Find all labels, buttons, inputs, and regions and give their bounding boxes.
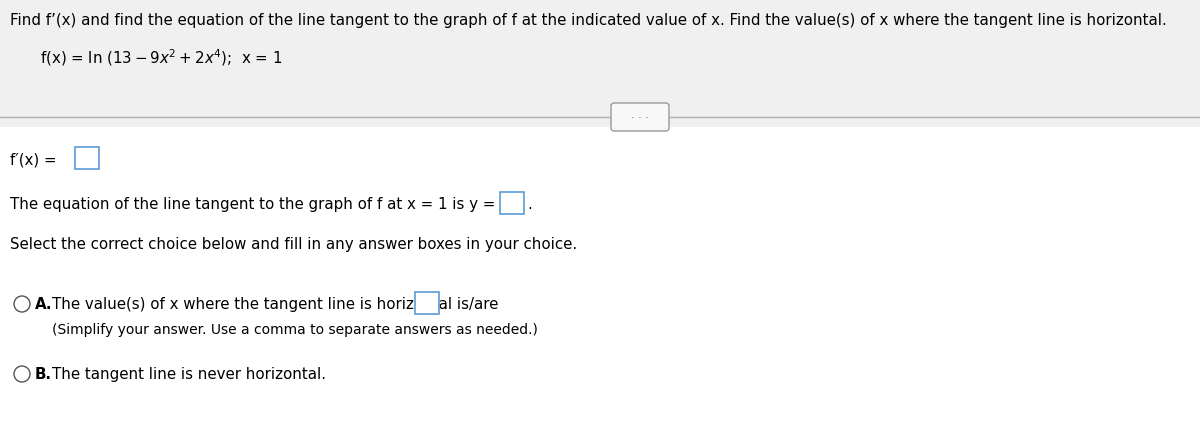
FancyBboxPatch shape [415,292,439,314]
FancyBboxPatch shape [0,0,1200,128]
Text: .: . [442,297,446,312]
Text: B.: B. [35,367,52,382]
Text: The value(s) of x where the tangent line is horizontal is/are: The value(s) of x where the tangent line… [52,297,498,312]
Circle shape [14,366,30,382]
Text: · · ·: · · · [631,113,649,123]
FancyBboxPatch shape [0,128,1200,426]
Text: f(x) = ln $\left(13 - 9x^2 + 2x^4\right)$;  x = 1: f(x) = ln $\left(13 - 9x^2 + 2x^4\right)… [40,47,282,68]
Text: Select the correct choice below and fill in any answer boxes in your choice.: Select the correct choice below and fill… [10,237,577,252]
Text: A.: A. [35,297,53,312]
Text: Find f’(x) and find the equation of the line tangent to the graph of f at the in: Find f’(x) and find the equation of the … [10,13,1166,28]
Text: (Simplify your answer. Use a comma to separate answers as needed.): (Simplify your answer. Use a comma to se… [52,322,538,336]
Text: The tangent line is never horizontal.: The tangent line is never horizontal. [52,367,326,382]
Text: .: . [527,197,532,212]
Circle shape [14,296,30,312]
FancyBboxPatch shape [611,104,670,132]
FancyBboxPatch shape [74,148,98,170]
Text: The equation of the line tangent to the graph of f at x = 1 is y =: The equation of the line tangent to the … [10,197,496,212]
FancyBboxPatch shape [500,193,524,215]
Text: f′(x) =: f′(x) = [10,152,56,167]
